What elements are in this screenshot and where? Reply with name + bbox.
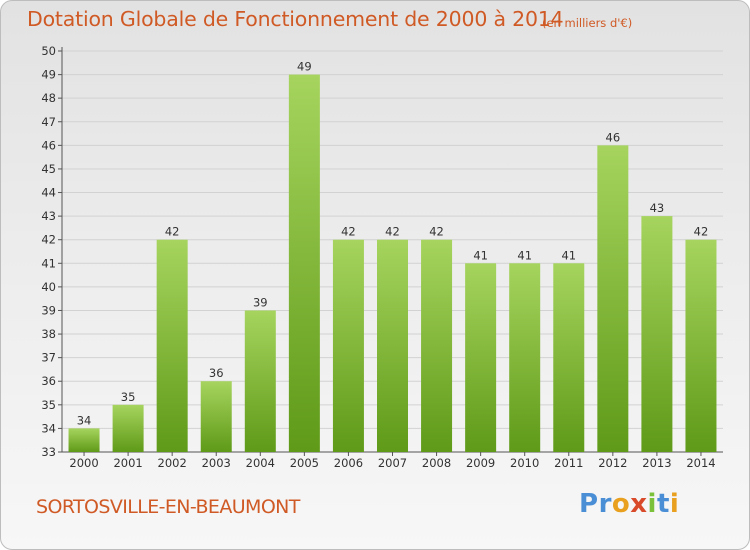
x-tick-label: 2003 — [202, 456, 231, 470]
y-tick-label: 44 — [41, 186, 56, 200]
x-tick-label: 2001 — [113, 456, 142, 470]
data-label-2001: 35 — [121, 390, 136, 404]
x-tick-label: 2005 — [290, 456, 319, 470]
bar-2009 — [465, 263, 497, 452]
bar-2003 — [200, 381, 232, 452]
bar-2010 — [509, 263, 541, 452]
chart-title: Dotation Globale de Fonctionnement de 20… — [27, 7, 564, 31]
data-label-2000: 34 — [77, 413, 92, 427]
data-label-2006: 42 — [341, 225, 356, 239]
x-tick-label: 2000 — [69, 456, 98, 470]
y-tick-label: 41 — [41, 256, 56, 270]
data-label-2005: 49 — [297, 60, 312, 74]
proxiti-logo: Proxiti — [579, 489, 679, 519]
y-tick-label: 43 — [41, 209, 56, 223]
y-tick-label: 38 — [41, 327, 56, 341]
commune-name: SORTOSVILLE-EN-BEAUMONT — [36, 496, 300, 518]
logo-letter: r — [598, 489, 612, 519]
bar-2001 — [112, 404, 144, 452]
bar-2011 — [553, 263, 585, 452]
x-tick-label: 2006 — [334, 456, 363, 470]
bar-2002 — [156, 239, 188, 452]
bar-2013 — [641, 216, 673, 452]
bar-2012 — [597, 145, 629, 452]
data-label-2002: 42 — [165, 225, 180, 239]
y-tick-label: 33 — [41, 445, 56, 459]
y-tick-label: 48 — [41, 91, 56, 105]
data-label-2004: 39 — [253, 295, 268, 309]
bar-2005 — [288, 74, 320, 453]
y-tick-label: 34 — [41, 421, 56, 435]
y-tick-label: 36 — [41, 374, 56, 388]
x-tick-label: 2014 — [686, 456, 715, 470]
x-tick-label: 2012 — [598, 456, 627, 470]
x-tick-label: 2010 — [510, 456, 539, 470]
logo-letter: o — [611, 489, 631, 519]
x-tick-label: 2011 — [554, 456, 583, 470]
data-label-2010: 41 — [517, 248, 532, 262]
bars: 34 35 42 36 39 49 42 42 42 41 41 41 46 43 42 — [68, 60, 717, 453]
x-tick-label: 2004 — [246, 456, 275, 470]
bar-2006 — [332, 239, 364, 452]
y-tick-label: 35 — [41, 398, 56, 412]
data-label-2008: 42 — [429, 225, 444, 239]
bar-2014 — [685, 239, 717, 452]
x-tick-label: 2013 — [642, 456, 671, 470]
data-label-2011: 41 — [561, 248, 576, 262]
data-label-2013: 43 — [650, 201, 665, 215]
y-tick-label: 39 — [41, 303, 56, 317]
bar-2007 — [377, 239, 408, 452]
logo-letter: i — [647, 489, 657, 519]
chart-subtitle: (en milliers d'€) — [542, 16, 633, 30]
y-tick-label: 50 — [41, 44, 56, 58]
bar-2000 — [68, 428, 100, 452]
data-label-2014: 42 — [694, 225, 709, 239]
data-label-2007: 42 — [385, 225, 400, 239]
y-tick-label: 40 — [41, 280, 56, 294]
y-tick-label: 47 — [41, 115, 56, 129]
bar-2008 — [421, 239, 453, 452]
data-label-2009: 41 — [473, 248, 488, 262]
logo-letter: x — [630, 489, 648, 519]
logo-letter: P — [579, 489, 599, 519]
y-tick-label: 49 — [41, 68, 56, 82]
data-label-2003: 36 — [209, 366, 224, 380]
logo-letter: i — [669, 489, 680, 519]
x-tick-label: 2009 — [466, 456, 495, 470]
y-tick-label: 42 — [41, 233, 56, 247]
bar-2004 — [244, 310, 276, 452]
x-tick-label: 2007 — [378, 456, 407, 470]
x-tick-label: 2008 — [422, 456, 451, 470]
x-tick-label: 2002 — [158, 456, 187, 470]
y-tick-label: 45 — [41, 162, 56, 176]
y-tick-label: 37 — [41, 351, 56, 365]
y-tick-label: 46 — [41, 138, 56, 152]
data-label-2012: 46 — [606, 130, 621, 144]
logo-letter: t — [656, 489, 670, 519]
